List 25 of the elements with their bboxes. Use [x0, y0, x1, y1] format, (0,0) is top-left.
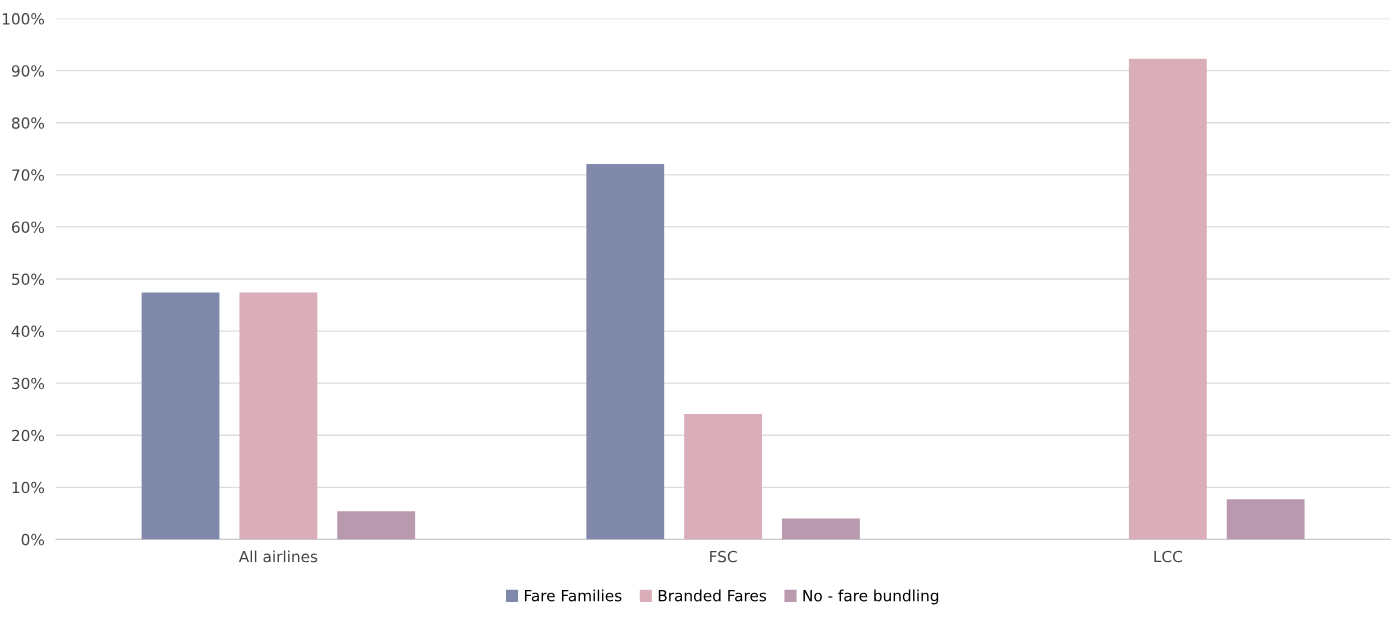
bar: [141, 292, 220, 540]
y-tick-label: 20%: [12, 429, 45, 442]
y-tick-label: 100%: [2, 13, 45, 25]
x-tick-label: FSC: [710, 550, 737, 563]
y-tick-label: 70%: [12, 169, 45, 181]
y-tick-label: 90%: [11, 65, 45, 77]
bar: [684, 413, 763, 540]
bar: [1128, 58, 1207, 540]
y-tick-label: 60%: [12, 221, 45, 233]
y-tick-label: 80%: [11, 117, 45, 129]
legend-label: No - fare bundling: [803, 589, 939, 605]
bar: [337, 511, 416, 540]
y-tick-label: 50%: [12, 273, 45, 286]
bar: [586, 163, 665, 540]
y-tick-label: 10%: [12, 481, 45, 494]
bar: [1226, 499, 1305, 540]
y-tick-label: 40%: [11, 325, 45, 338]
legend-label: Fare Families: [524, 589, 622, 602]
x-tick-label: LCC: [1154, 550, 1182, 563]
legend-label: Branded Fares: [658, 589, 767, 602]
bar: [782, 518, 860, 540]
bar: [239, 292, 318, 540]
x-tick-label: All airlines: [238, 550, 318, 563]
y-tick-label: 0%: [21, 533, 45, 546]
y-tick-label: 30%: [12, 377, 45, 390]
